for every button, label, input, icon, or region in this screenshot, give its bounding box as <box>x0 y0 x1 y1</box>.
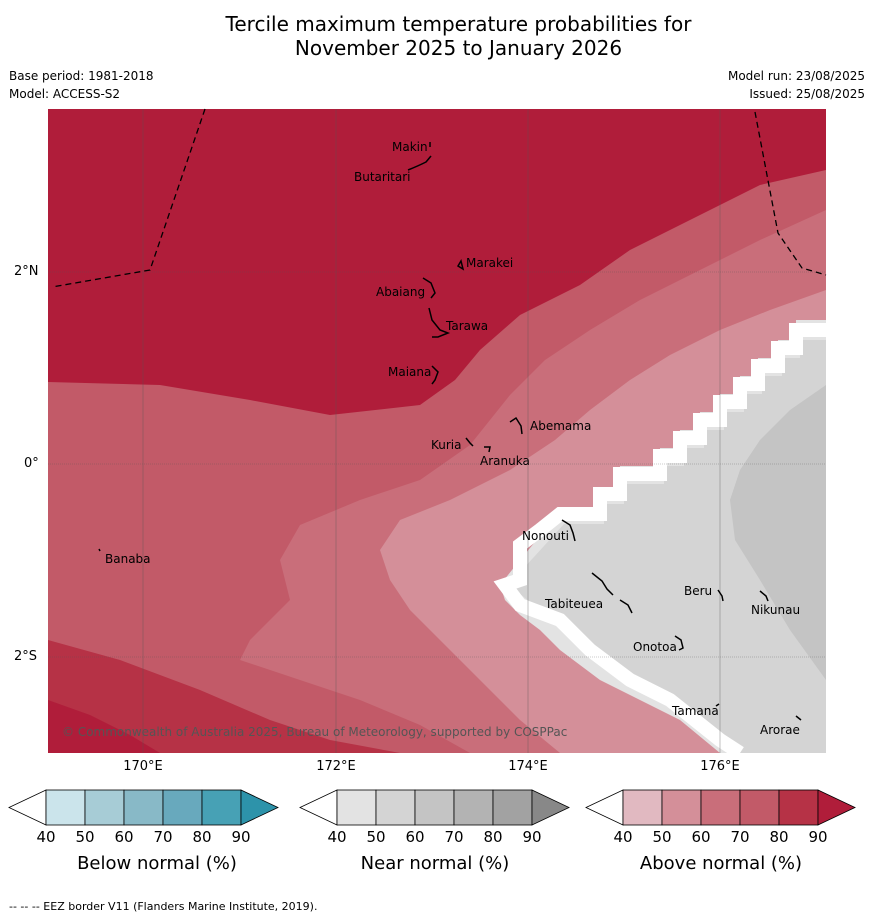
colorbar-tick-label: 70 <box>153 828 173 846</box>
island-label: Butaritari <box>354 170 411 184</box>
colorbar-segment <box>739 789 780 826</box>
colorbar-tick-label: 80 <box>483 828 503 846</box>
island-label: Kuria <box>431 438 462 452</box>
colorbar-segment <box>778 789 819 826</box>
band-90-corner <box>48 700 160 753</box>
colorbar-low-extend <box>299 789 338 826</box>
island-label: Tabiteuea <box>544 597 603 611</box>
colorbar-high-extend <box>240 789 279 826</box>
colorbar-tick-label: 40 <box>613 828 633 846</box>
island-label: Beru <box>684 584 712 598</box>
colorbar-segment <box>123 789 164 826</box>
band-90-top <box>48 109 826 415</box>
colorbar-low-extend <box>585 789 624 826</box>
lon-tick-174e: 174°E <box>508 759 548 774</box>
lon-tick-172e: 172°E <box>316 759 356 774</box>
island-label: Nikunau <box>751 603 800 617</box>
island-label: Aranuka <box>480 454 530 468</box>
issued-date: Issued: 25/08/2025 <box>749 87 865 101</box>
model-name: Model: ACCESS-S2 <box>9 87 121 101</box>
colorbar-tick-label: 50 <box>366 828 386 846</box>
band-90-bottom <box>48 640 400 753</box>
colorbar-tick-label: 50 <box>75 828 95 846</box>
copyright-notice: © Commonwealth of Australia 2025, Bureau… <box>62 725 567 739</box>
base-period: Base period: 1981-2018 <box>9 69 154 83</box>
island-label: Nonouti <box>522 529 569 543</box>
lat-tick-2s: 2°S <box>14 649 38 664</box>
colorbar-tick-label: 70 <box>730 828 750 846</box>
meta-right: Model run: 23/08/2025 Issued: 25/08/2025 <box>728 67 865 103</box>
colorbar-segment <box>45 789 86 826</box>
meta-left: Base period: 1981-2018 Model: ACCESS-S2 <box>9 67 154 103</box>
colorbar-above-normal <box>585 789 856 826</box>
colorbar-high-extend <box>531 789 570 826</box>
island-label: Tarawa <box>445 319 488 333</box>
colorbar-tick-label: 40 <box>327 828 347 846</box>
colorbar-tick-label: 50 <box>652 828 672 846</box>
lat-tick-2n: 2°N <box>14 264 39 279</box>
island-label: Makin <box>392 140 428 154</box>
eez-borders <box>51 108 827 288</box>
colorbar-tick-label: 90 <box>808 828 828 846</box>
colorbar-label-near: Near normal (%) <box>360 853 510 874</box>
island-label: Tamana <box>671 704 719 718</box>
island-label: Abaiang <box>376 285 425 299</box>
lon-tick-170e: 170°E <box>123 759 163 774</box>
colorbar-segment <box>336 789 377 826</box>
colorbar-segment <box>492 789 533 826</box>
island-label: Maiana <box>388 365 431 379</box>
colorbar-label-below: Below normal (%) <box>77 853 237 874</box>
title-line-2: November 2025 to January 2026 <box>294 36 623 60</box>
lat-tick-0: 0° <box>24 456 39 471</box>
island-label: Abemama <box>530 419 591 433</box>
colorbar-segment <box>84 789 125 826</box>
colorbar-segment <box>201 789 242 826</box>
graticule <box>48 109 826 753</box>
colorbar-near-normal <box>299 789 570 826</box>
colorbar-tick-label: 60 <box>691 828 711 846</box>
colorbar-segment <box>661 789 702 826</box>
colorbar-segment <box>700 789 741 826</box>
colorbar-tick-label: 70 <box>444 828 464 846</box>
model-run: Model run: 23/08/2025 <box>727 69 865 83</box>
island-outlines <box>98 142 802 721</box>
colorbar-tick-label: 60 <box>114 828 134 846</box>
colorbar-low-extend <box>8 789 47 826</box>
island-label: Arorae <box>760 723 800 737</box>
near-normal-70 <box>730 385 826 680</box>
colorbar-tick-label: 90 <box>522 828 542 846</box>
probability-field <box>48 109 826 753</box>
island-label: Banaba <box>105 552 151 566</box>
colorbar-segment <box>162 789 203 826</box>
colorbar-tick-label: 60 <box>405 828 425 846</box>
colorbar-high-extend <box>817 789 856 826</box>
colorbar-segment <box>375 789 416 826</box>
transition-strip <box>493 323 826 753</box>
colorbar-tick-label: 40 <box>36 828 56 846</box>
island-label: Marakei <box>466 256 513 270</box>
map-title: Tercile maximum temperature probabilitie… <box>0 12 873 60</box>
colorbar-tick-label: 80 <box>769 828 789 846</box>
colorbar-segment <box>622 789 663 826</box>
colorbar-segment <box>414 789 455 826</box>
colorbar-label-above: Above normal (%) <box>639 853 803 874</box>
island-label: Onotoa <box>633 640 677 654</box>
colorbar-tick-label: 80 <box>192 828 212 846</box>
eez-footer: -- -- -- EEZ border V11 (Flanders Marine… <box>9 900 318 913</box>
colorbar-tick-label: 90 <box>231 828 251 846</box>
colorbar-below-normal <box>8 789 279 826</box>
lon-tick-176e: 176°E <box>700 759 740 774</box>
title-line-1: Tercile maximum temperature probabilitie… <box>225 12 692 36</box>
colorbar-segment <box>453 789 494 826</box>
